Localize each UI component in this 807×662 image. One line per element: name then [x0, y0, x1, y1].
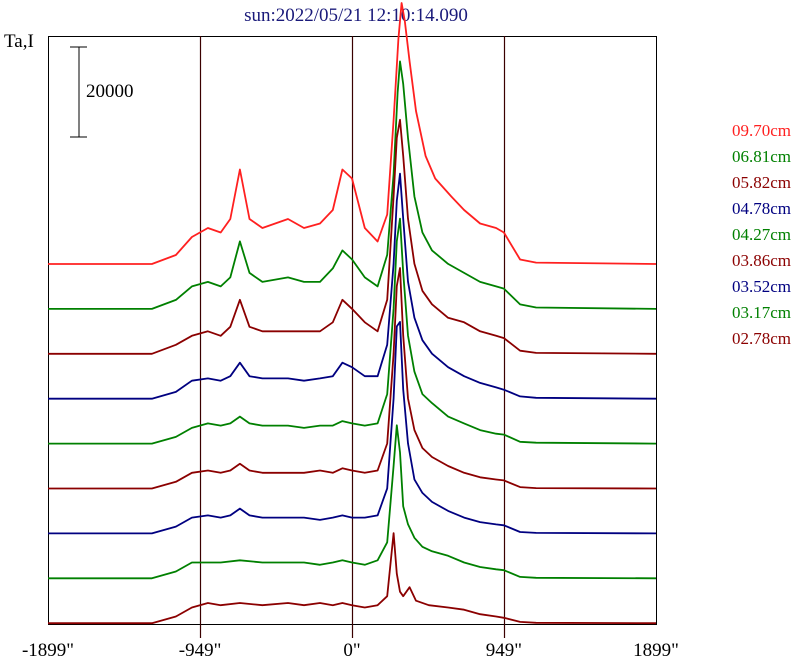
series-line — [48, 267, 657, 490]
series-line — [48, 2, 657, 265]
x-tick-label: 1899" — [633, 640, 679, 661]
legend-entry: 03.52cm — [732, 277, 791, 296]
legend-entry: 03.17cm — [732, 303, 791, 322]
legend-entry: 04.78cm — [732, 199, 791, 218]
x-tick-label: -1899" — [22, 640, 74, 661]
legend-entry: 05.82cm — [732, 173, 791, 192]
chart-title: sun:2022/05/21 12:10:14.090 — [244, 5, 468, 26]
series-line — [48, 60, 657, 310]
legend: 09.70cm 06.81cm 05.82cm 04.78cm 04.27cm 03.86… — [732, 121, 791, 348]
series-line — [48, 424, 657, 580]
scale-bar-label: 20000 — [86, 81, 134, 102]
legend-entry: 02.78cm — [732, 329, 791, 348]
x-tick-label: 949" — [486, 640, 522, 661]
legend-entry: 03.86cm — [732, 251, 791, 270]
legend-entry: 04.27cm — [732, 225, 791, 244]
x-axis-ticks: -1899" -949" 0" 949" 1899" — [22, 640, 679, 661]
y-axis-label: Ta,I — [4, 31, 34, 52]
series-line — [48, 217, 657, 445]
legend-entry: 09.70cm — [732, 121, 791, 140]
series-line — [48, 321, 657, 535]
series-line — [48, 532, 657, 625]
series-line — [48, 118, 657, 355]
x-tick-label: -949" — [179, 640, 222, 661]
scale-bar — [70, 46, 87, 138]
series-line — [48, 172, 657, 400]
vertical-markers — [199, 36, 506, 638]
series-group — [48, 2, 657, 625]
x-tick-label: 0" — [343, 640, 360, 661]
legend-entry: 06.81cm — [732, 147, 791, 166]
